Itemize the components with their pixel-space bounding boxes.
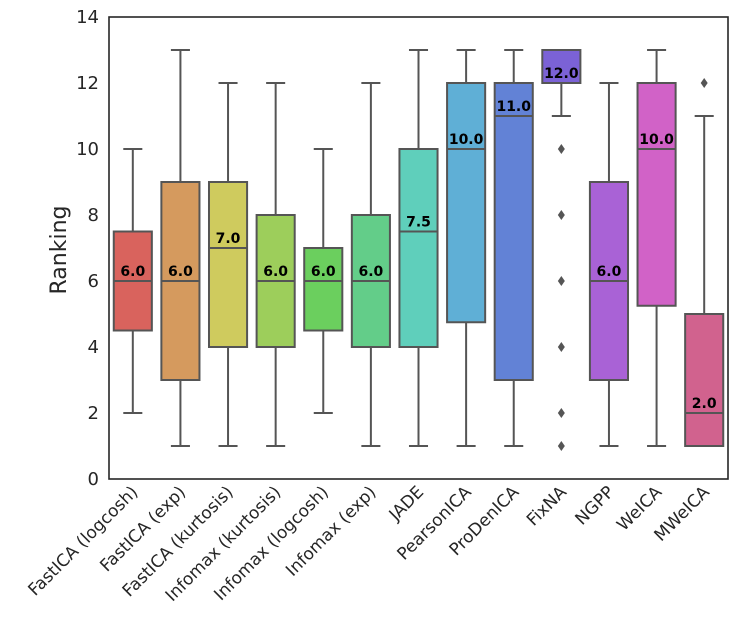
box-pearsonica: 10.0 — [446, 49, 487, 447]
box-fastica-kurtosis: 7.0 — [207, 82, 249, 447]
box-weica: 10.0 — [636, 49, 677, 447]
box-body — [398, 148, 439, 348]
outlier-point — [557, 441, 565, 451]
median-label: 10.0 — [449, 132, 484, 148]
box-infomax-exp: 6.0 — [350, 82, 391, 447]
y-tick-label: 0 — [88, 469, 99, 490]
outlier-point — [557, 276, 565, 286]
median-label: 7.0 — [216, 231, 241, 247]
box-body — [636, 82, 677, 307]
outlier-point — [557, 408, 565, 418]
median-label: 6.0 — [597, 264, 622, 280]
median-label: 7.5 — [406, 215, 431, 231]
median-label: 6.0 — [168, 264, 193, 280]
box-fixna: 12.0 — [541, 49, 582, 451]
outlier-point — [700, 78, 708, 88]
median-label: 6.0 — [311, 264, 336, 280]
median-label: 12.0 — [544, 66, 579, 82]
box-body — [541, 49, 582, 84]
median-label: 2.0 — [692, 396, 717, 412]
y-tick-label: 8 — [88, 205, 99, 226]
y-tick-label: 6 — [88, 271, 99, 292]
y-tick-label: 14 — [76, 7, 99, 28]
box-fastica-logcosh: 6.0 — [112, 148, 153, 414]
box-body — [446, 82, 487, 324]
median-label: 6.0 — [358, 264, 383, 280]
x-tick-label: FixNA — [523, 482, 571, 530]
y-axis-title: Ranking — [47, 206, 72, 295]
x-tick-label: NGPP — [572, 482, 619, 529]
outlier-point — [557, 144, 565, 154]
outlier-point — [557, 342, 565, 352]
plot-frame — [108, 16, 729, 480]
outlier-point — [557, 210, 565, 220]
box-prodenica: 11.0 — [493, 49, 534, 447]
box-fastica-exp: 6.0 — [160, 49, 201, 447]
median-label: 6.0 — [263, 264, 288, 280]
box-body — [684, 313, 725, 447]
y-tick-label: 4 — [88, 337, 99, 358]
box-ngpp: 6.0 — [588, 82, 630, 447]
y-tick-label: 2 — [88, 403, 99, 424]
y-tick-label: 10 — [76, 139, 99, 160]
box-jade: 7.5 — [398, 49, 439, 447]
median-label: 10.0 — [639, 132, 674, 148]
median-label: 6.0 — [120, 264, 145, 280]
box-infomax-logcosh: 6.0 — [303, 148, 344, 414]
box-body — [207, 181, 249, 348]
y-tick-label: 12 — [76, 73, 99, 94]
box-body — [493, 82, 534, 381]
median-label: 11.0 — [496, 99, 531, 115]
x-tick-label: JADE — [385, 482, 428, 525]
box-infomax-kurtosis: 6.0 — [255, 82, 296, 447]
box-body — [303, 247, 344, 332]
box-mweica: 2.0 — [684, 78, 725, 447]
